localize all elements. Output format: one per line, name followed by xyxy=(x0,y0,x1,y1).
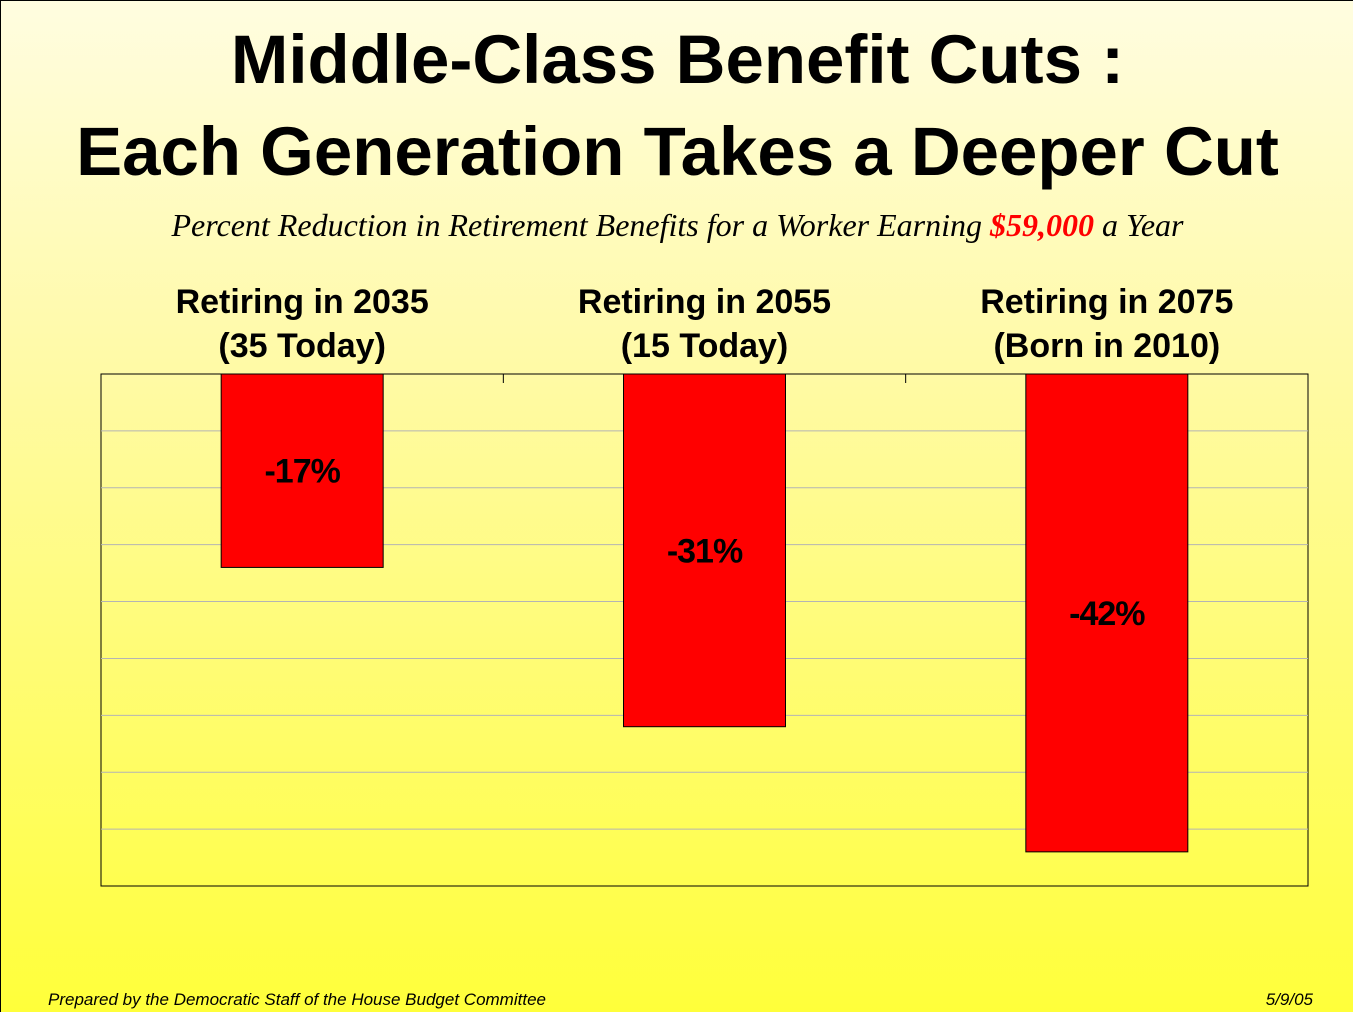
bar xyxy=(220,373,384,568)
subtitle-text-before: Percent Reduction in Retirement Benefits… xyxy=(171,207,990,243)
category-label: (Born in 2010) xyxy=(993,327,1220,365)
subtitle-salary-highlight: $59,000 xyxy=(989,207,1094,243)
category-label: (35 Today) xyxy=(218,327,386,365)
subtitle-text-after: a Year xyxy=(1093,207,1184,243)
subtitle: Percent Reduction in Retirement Benefits… xyxy=(1,207,1353,244)
bar xyxy=(1025,373,1189,853)
category-label: Retiring in 2055 xyxy=(578,283,831,321)
data-label: -42% xyxy=(1069,595,1145,633)
category-label: Retiring in 2035 xyxy=(176,283,429,321)
data-label: -17% xyxy=(264,453,340,491)
title-line-2: Each Generation Takes a Deeper Cut xyxy=(76,113,1279,190)
footer-credit: Prepared by the Democratic Staff of the … xyxy=(48,990,546,1009)
category-label: Retiring in 2075 xyxy=(980,283,1233,321)
title-line-1: Middle-Class Benefit Cuts : xyxy=(230,21,1125,98)
footer-date: 5/9/05 xyxy=(1265,990,1313,1009)
data-label: -31% xyxy=(667,532,743,570)
bar xyxy=(623,373,786,728)
category-label: (15 Today) xyxy=(621,327,789,365)
